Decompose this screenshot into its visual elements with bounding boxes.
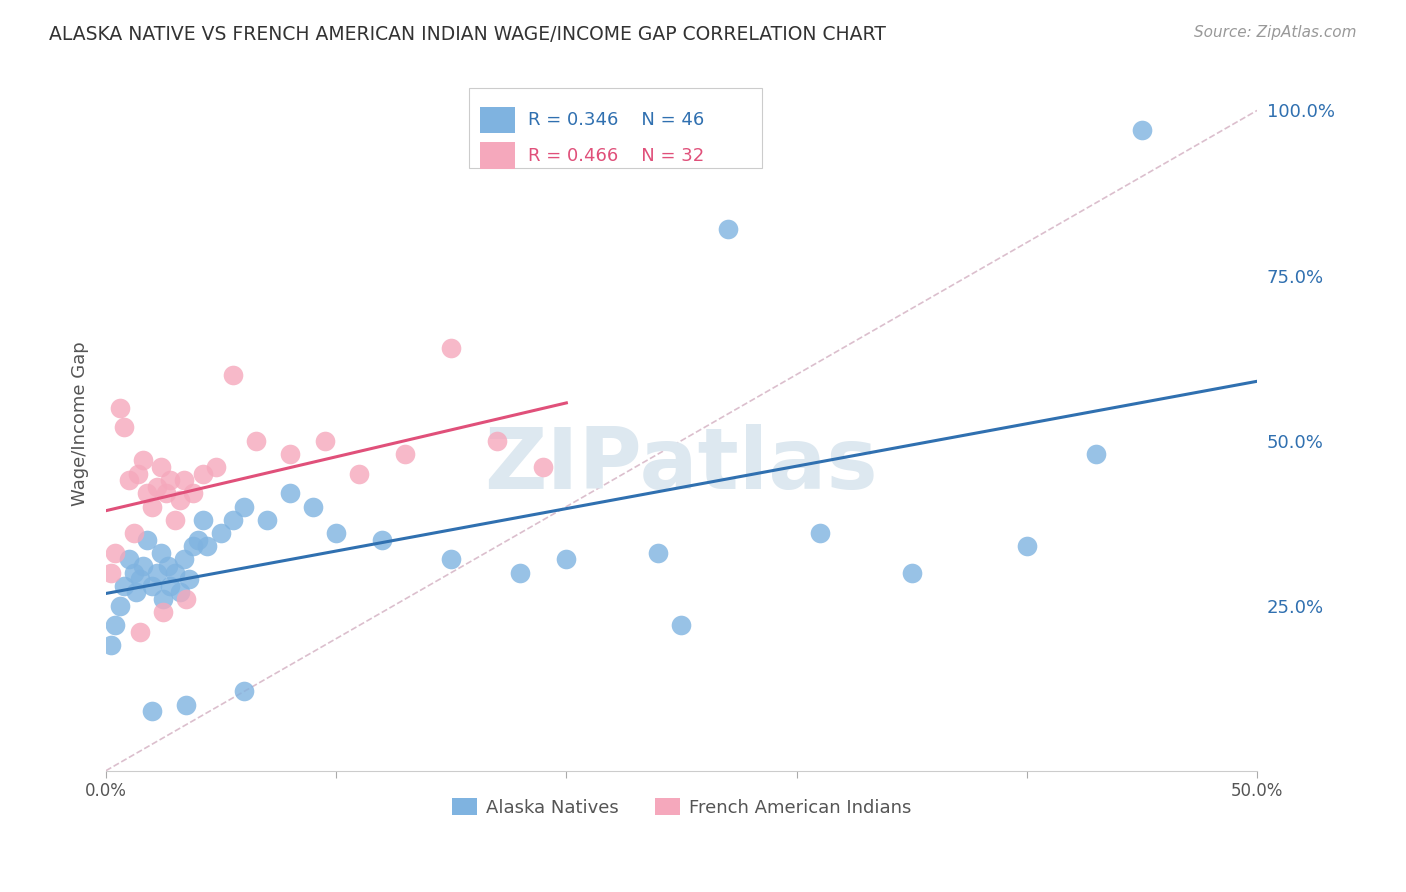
Point	[163, 513, 186, 527]
Point	[127, 467, 149, 481]
Point	[104, 618, 127, 632]
Point	[671, 618, 693, 632]
Point	[440, 552, 463, 566]
Point	[371, 533, 394, 547]
Point	[394, 447, 416, 461]
Point	[440, 341, 463, 355]
Point	[108, 401, 131, 415]
Point	[159, 579, 181, 593]
Point	[118, 552, 141, 566]
Point	[122, 526, 145, 541]
Point	[150, 460, 173, 475]
Bar	[479, 106, 515, 133]
Point	[233, 500, 256, 514]
Point	[152, 592, 174, 607]
Point	[145, 566, 167, 580]
Point	[100, 566, 122, 580]
Point	[531, 460, 554, 475]
Text: ALASKA NATIVE VS FRENCH AMERICAN INDIAN WAGE/INCOME GAP CORRELATION CHART: ALASKA NATIVE VS FRENCH AMERICAN INDIAN …	[49, 25, 886, 44]
Point	[173, 552, 195, 566]
Point	[132, 559, 155, 574]
Legend: Alaska Natives, French American Indians: Alaska Natives, French American Indians	[444, 791, 918, 824]
Point	[129, 572, 152, 586]
Point	[169, 493, 191, 508]
Point	[122, 566, 145, 580]
Point	[1130, 123, 1153, 137]
Point	[125, 585, 148, 599]
Point	[159, 473, 181, 487]
Point	[302, 500, 325, 514]
Point	[314, 434, 336, 448]
Point	[173, 473, 195, 487]
Point	[278, 486, 301, 500]
Point	[1015, 539, 1038, 553]
Point	[176, 698, 198, 712]
Point	[152, 605, 174, 619]
Text: R = 0.346    N = 46: R = 0.346 N = 46	[529, 111, 704, 128]
Point	[245, 434, 267, 448]
Point	[183, 486, 205, 500]
Point	[141, 704, 163, 718]
Point	[191, 467, 214, 481]
Point	[150, 546, 173, 560]
Point	[112, 579, 135, 593]
Point	[141, 579, 163, 593]
Point	[256, 513, 278, 527]
FancyBboxPatch shape	[468, 87, 762, 168]
Point	[278, 447, 301, 461]
Point	[104, 546, 127, 560]
Point	[195, 539, 218, 553]
Point	[118, 473, 141, 487]
Text: ZIPatlas: ZIPatlas	[485, 425, 879, 508]
Point	[347, 467, 370, 481]
Point	[325, 526, 347, 541]
Point	[108, 599, 131, 613]
Point	[136, 533, 159, 547]
Point	[233, 684, 256, 698]
Point	[163, 566, 186, 580]
Point	[176, 592, 198, 607]
Point	[221, 513, 243, 527]
Point	[221, 368, 243, 382]
Point	[205, 460, 228, 475]
Point	[169, 585, 191, 599]
Bar	[479, 143, 515, 169]
Point	[187, 533, 209, 547]
Point	[647, 546, 669, 560]
Point	[145, 480, 167, 494]
Text: R = 0.466    N = 32: R = 0.466 N = 32	[529, 146, 704, 165]
Point	[136, 486, 159, 500]
Point	[141, 500, 163, 514]
Y-axis label: Wage/Income Gap: Wage/Income Gap	[72, 342, 89, 507]
Point	[191, 513, 214, 527]
Point	[716, 222, 738, 236]
Point	[1084, 447, 1107, 461]
Point	[157, 559, 180, 574]
Point	[177, 572, 200, 586]
Point	[900, 566, 922, 580]
Point	[555, 552, 578, 566]
Point	[112, 420, 135, 434]
Point	[100, 638, 122, 652]
Point	[155, 486, 177, 500]
Text: Source: ZipAtlas.com: Source: ZipAtlas.com	[1194, 25, 1357, 40]
Point	[129, 625, 152, 640]
Point	[808, 526, 831, 541]
Point	[183, 539, 205, 553]
Point	[209, 526, 232, 541]
Point	[509, 566, 531, 580]
Point	[486, 434, 509, 448]
Point	[132, 453, 155, 467]
